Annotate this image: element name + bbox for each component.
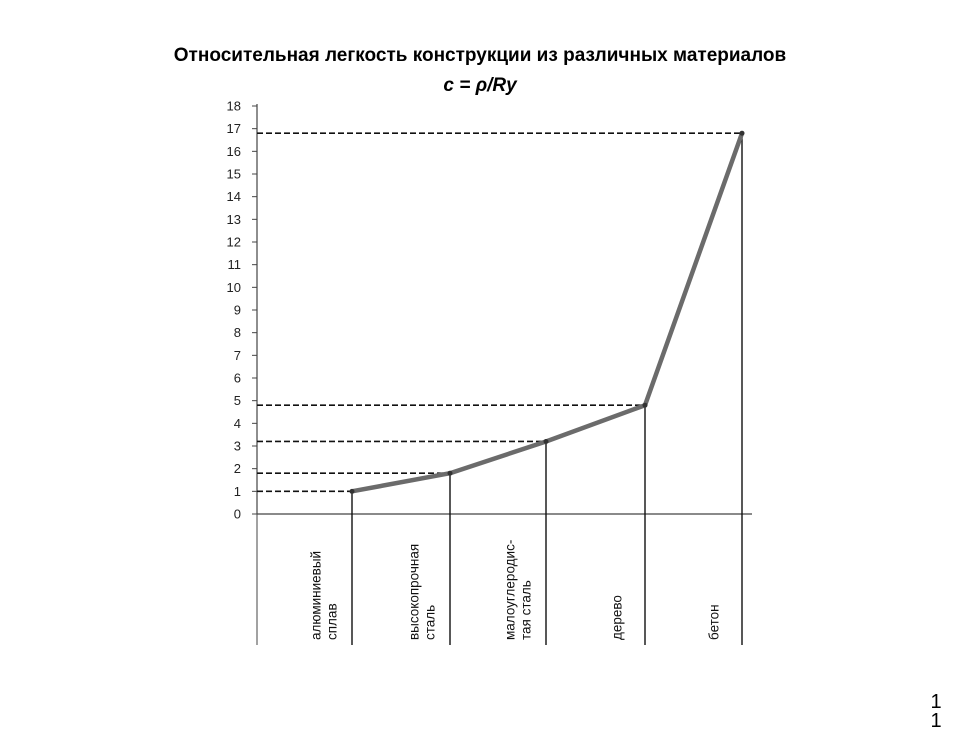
- category-label: малоуглеродис-: [503, 540, 518, 640]
- y-tick-label: 10: [227, 280, 241, 295]
- y-tick-label: 15: [227, 167, 241, 182]
- y-tick-label: 11: [228, 257, 242, 272]
- chart-series: [349, 130, 745, 494]
- data-point: [739, 130, 745, 136]
- data-point: [349, 488, 355, 494]
- chart-subtitle: c = ρ/Ry: [443, 75, 517, 96]
- chart-title: Относительная легкость конструкции из ра…: [173, 45, 787, 66]
- y-tick-label: 12: [227, 235, 241, 250]
- data-line: [349, 130, 745, 494]
- y-tick-label: 4: [234, 416, 241, 431]
- y-tick-label: 8: [234, 325, 241, 340]
- category-label: алюминиевый: [309, 551, 324, 640]
- y-tick-label: 2: [234, 461, 241, 476]
- y-tick-label: 5: [234, 393, 241, 408]
- data-point: [543, 438, 549, 444]
- y-tick-label: 0: [234, 507, 241, 522]
- data-point: [642, 402, 648, 408]
- y-tick-label: 3: [234, 439, 241, 454]
- category-label: тая сталь: [519, 580, 534, 640]
- category-label: сплав: [325, 603, 340, 640]
- y-tick-label: 6: [234, 371, 241, 386]
- page-number: 1: [930, 691, 942, 713]
- y-tick-label: 13: [227, 212, 241, 227]
- y-tick-label: 16: [227, 144, 241, 159]
- chart-category-labels: алюминиевый сплав высокопрочная сталь малоуг…: [309, 540, 722, 640]
- y-tick-label: 7: [234, 348, 241, 363]
- category-label: сталь: [423, 605, 438, 640]
- y-tick-label: 14: [227, 189, 241, 204]
- y-tick-label: 18: [227, 99, 241, 114]
- y-tick-label: 1: [234, 484, 241, 499]
- data-point: [447, 470, 453, 476]
- y-tick-label: 9: [234, 303, 241, 318]
- category-label: бетон: [707, 604, 722, 640]
- category-label: высокопрочная: [407, 544, 422, 640]
- y-tick-label: 17: [227, 121, 241, 136]
- chart-guide-lines: [257, 132, 743, 645]
- category-label: дерево: [610, 595, 625, 640]
- page-number: 1: [930, 710, 942, 732]
